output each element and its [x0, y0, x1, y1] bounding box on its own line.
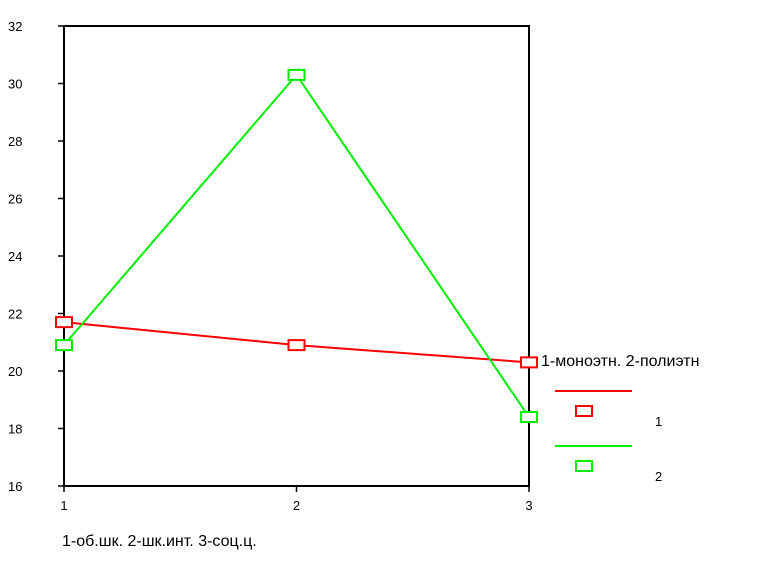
legend-marker-2: [575, 460, 593, 472]
x-axis: 1 2 3: [60, 486, 533, 513]
legend-marker-1: [575, 405, 593, 417]
data-point-series-2: [520, 411, 538, 423]
y-tick-label: 32: [8, 19, 22, 34]
series-line-2: [63, 73, 530, 418]
y-tick-label: 22: [8, 307, 22, 322]
y-tick-label: 28: [8, 134, 22, 149]
legend: 1-моноэтн. 2-полиэтн 12: [541, 353, 699, 484]
x-tick-label: 2: [293, 498, 300, 513]
y-tick-label: 16: [8, 479, 22, 494]
data-point-series-1: [520, 356, 538, 369]
data-point-series-1: [55, 316, 73, 329]
legend-label-1: 1: [655, 414, 662, 429]
y-tick-label: 24: [8, 249, 22, 264]
x-tick-label: 3: [525, 498, 532, 513]
y-tick-label: 30: [8, 77, 22, 92]
y-tick-label: 18: [8, 422, 22, 437]
data-point-series-1: [287, 339, 306, 352]
x-axis-label: 1-об.шк. 2-шк.инт. 3-соц.ц.: [62, 533, 257, 550]
x-tick-label: 1: [60, 498, 67, 513]
data-point-series-2: [287, 68, 306, 81]
plot-frame: [63, 25, 530, 487]
legend-items: 12: [555, 390, 662, 484]
legend-label-2: 2: [655, 469, 662, 484]
legend-title: 1-моноэтн. 2-полиэтн: [541, 353, 699, 370]
series-layer: [55, 68, 538, 423]
data-point-series-2: [55, 339, 73, 352]
y-tick-label: 26: [8, 192, 22, 207]
y-tick-label: 20: [8, 364, 22, 379]
y-axis: 16 18 20 22 24 26 28 30 32: [8, 19, 64, 494]
